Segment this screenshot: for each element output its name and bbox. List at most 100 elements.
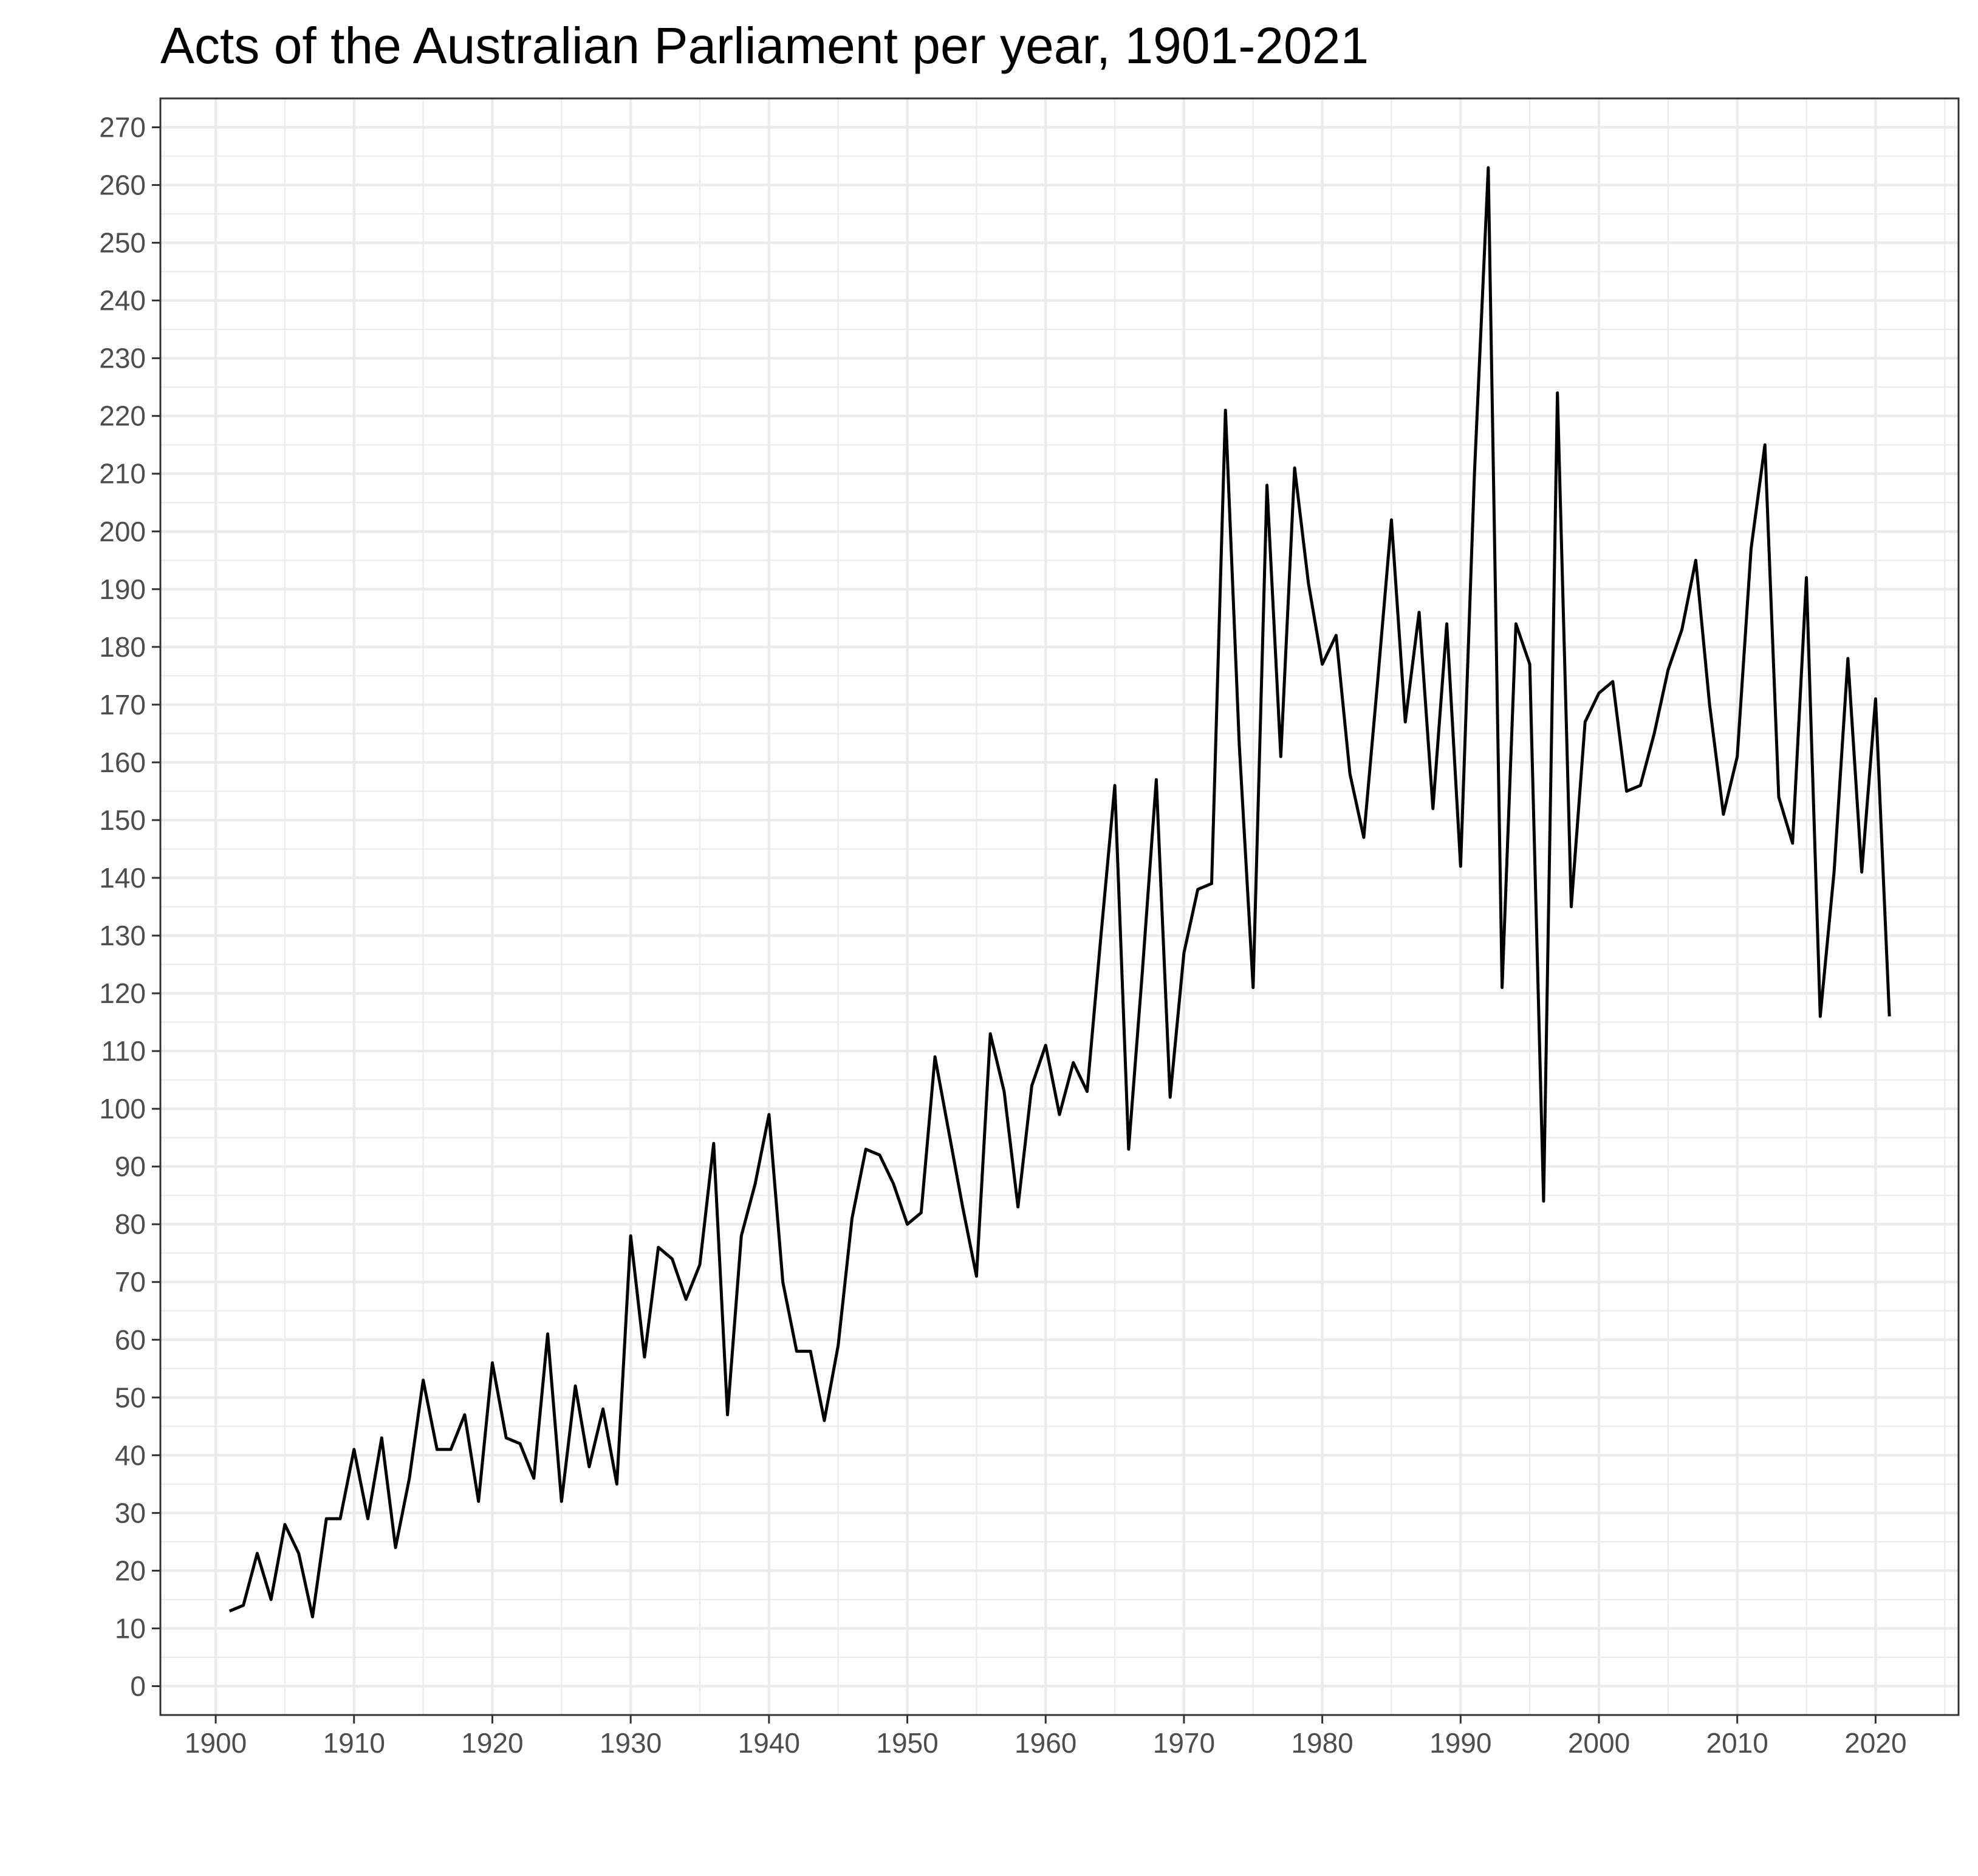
- data-point: [283, 1522, 287, 1526]
- data-point: [1279, 755, 1282, 758]
- data-point: [1501, 986, 1504, 990]
- y-tick-label: 150: [99, 804, 146, 836]
- data-point: [1459, 864, 1462, 868]
- x-axis: 1900 1910 1920 1930 1940 1950 1960 1970 1980 1990…: [185, 1715, 1907, 1759]
- x-tick-label: 1950: [876, 1727, 938, 1759]
- data-point: [242, 1603, 245, 1607]
- data-point: [1389, 518, 1393, 522]
- y-tick-label: 20: [115, 1555, 146, 1586]
- data-point: [1251, 986, 1255, 990]
- data-point: [1611, 680, 1615, 683]
- data-point: [1818, 1015, 1822, 1018]
- data-point: [269, 1598, 273, 1601]
- data-point: [781, 1280, 785, 1284]
- x-tick-label: 1940: [738, 1727, 800, 1759]
- y-tick-label: 30: [115, 1497, 146, 1529]
- data-point: [850, 1217, 854, 1220]
- data-point: [837, 1344, 840, 1347]
- data-point: [643, 1355, 646, 1359]
- data-point: [726, 1413, 730, 1417]
- panel-border: [159, 97, 1960, 1716]
- data-point: [1556, 391, 1559, 395]
- y-tick-label: 40: [115, 1439, 146, 1471]
- data-point: [1860, 870, 1864, 874]
- data-point: [1487, 166, 1490, 169]
- data-point: [919, 1211, 923, 1214]
- data-point: [435, 1448, 439, 1451]
- data-point: [1846, 657, 1850, 660]
- data-point: [615, 1482, 618, 1486]
- data-point: [477, 1499, 481, 1503]
- y-tick-label: 170: [99, 689, 146, 721]
- major-grid-lines: [160, 98, 1959, 1715]
- data-point: [1182, 951, 1186, 955]
- data-point: [739, 1234, 743, 1238]
- y-tick-label: 100: [99, 1093, 146, 1125]
- data-point: [1016, 1205, 1020, 1209]
- data-point: [573, 1384, 577, 1388]
- y-axis: 0 10 20 30 40 50 60 70 80 90 100 110 120 130 140 150 160…: [99, 112, 160, 1702]
- data-point: [988, 1032, 992, 1036]
- data-point: [1569, 905, 1573, 909]
- x-tick-label: 2020: [1844, 1727, 1906, 1759]
- data-point: [1086, 1090, 1089, 1094]
- x-tick-label: 2000: [1568, 1727, 1630, 1759]
- y-tick-label: 70: [115, 1266, 146, 1298]
- data-point: [1473, 472, 1476, 476]
- data-point: [1072, 1061, 1075, 1064]
- data-point: [1030, 1084, 1033, 1087]
- data-point: [1307, 581, 1310, 585]
- y-tick-label: 60: [115, 1324, 146, 1355]
- data-point: [1832, 870, 1836, 874]
- data-point: [1265, 484, 1269, 487]
- data-point: [1237, 743, 1241, 747]
- y-tick-label: 210: [99, 458, 146, 490]
- data-point: [1652, 731, 1656, 735]
- data-point: [1348, 772, 1352, 776]
- data-point: [255, 1552, 259, 1555]
- data-point: [1887, 1015, 1891, 1018]
- y-tick-label: 90: [115, 1151, 146, 1182]
- y-tick-label: 140: [99, 862, 146, 894]
- data-point: [684, 1298, 688, 1301]
- data-point: [1805, 576, 1809, 580]
- data-point: [463, 1413, 467, 1417]
- data-point: [1722, 812, 1725, 816]
- y-tick-label: 110: [101, 1035, 146, 1067]
- y-tick-label: 50: [115, 1381, 146, 1413]
- data-point: [1154, 778, 1158, 781]
- data-point: [1141, 968, 1145, 972]
- data-point: [366, 1517, 370, 1521]
- y-tick-label: 200: [99, 516, 146, 547]
- data-point: [1694, 558, 1697, 562]
- data-point: [1196, 888, 1200, 891]
- y-tick-label: 190: [99, 573, 146, 605]
- data-point: [823, 1419, 826, 1422]
- data-point: [310, 1615, 314, 1618]
- data-point: [933, 1055, 937, 1059]
- data-point: [587, 1465, 591, 1468]
- data-point: [380, 1436, 383, 1440]
- data-point: [1666, 668, 1670, 672]
- data-point: [297, 1552, 301, 1555]
- data-point: [1127, 1148, 1131, 1151]
- x-tick-label: 1980: [1291, 1727, 1353, 1759]
- data-point: [1362, 835, 1366, 839]
- data-point: [490, 1361, 494, 1364]
- data-point: [864, 1148, 868, 1151]
- y-tick-label: 160: [99, 747, 146, 778]
- data-point: [394, 1546, 397, 1549]
- data-point: [1223, 408, 1227, 412]
- minor-grid-lines: [160, 97, 1959, 1716]
- data-point: [1736, 755, 1739, 758]
- y-tick-label: 180: [99, 631, 146, 663]
- data-point: [1168, 1095, 1172, 1099]
- data-point: [1542, 1199, 1545, 1203]
- series-layer: [228, 166, 1891, 1618]
- y-tick-label: 130: [99, 920, 146, 951]
- data-point: [1445, 622, 1449, 626]
- x-tick-label: 1910: [323, 1727, 385, 1759]
- data-point: [1708, 703, 1711, 707]
